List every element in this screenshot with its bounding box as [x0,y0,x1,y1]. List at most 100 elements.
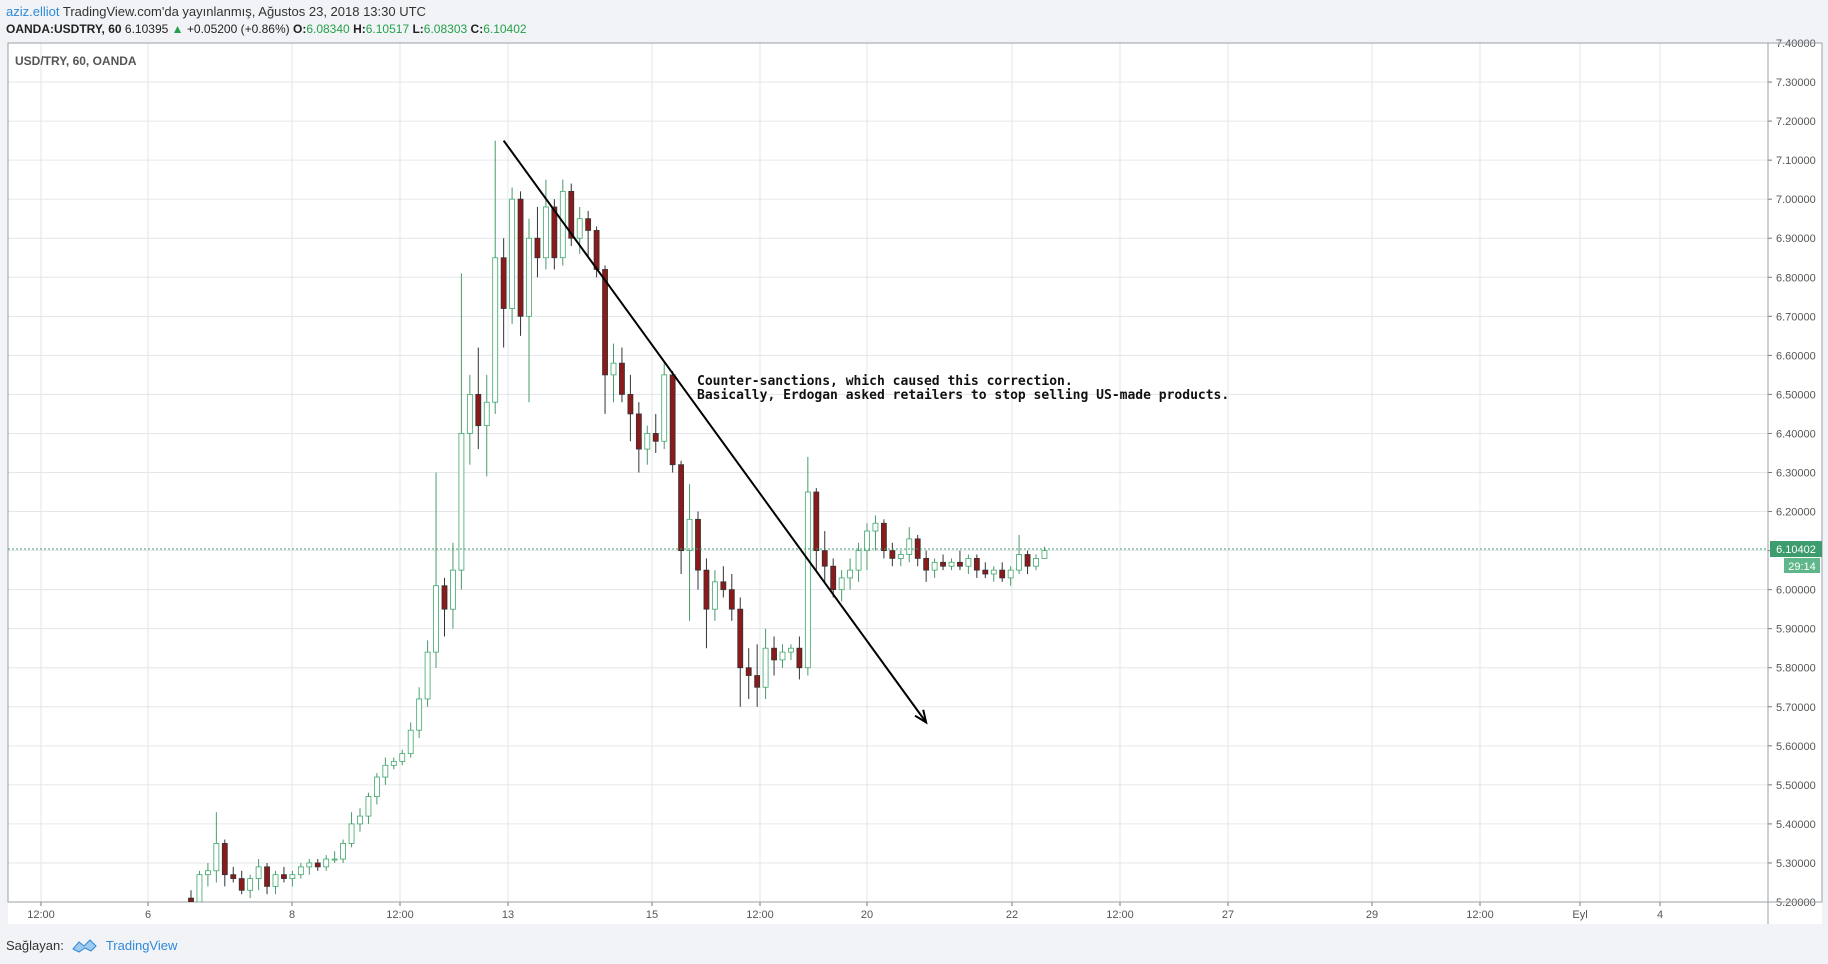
candle-body[interactable] [847,569,853,579]
candle-body[interactable] [492,257,499,403]
candle-body[interactable] [686,518,693,551]
candle-body[interactable] [830,565,837,591]
candle-body[interactable] [1033,558,1039,567]
candle-body[interactable] [788,647,794,653]
candle-body[interactable] [1024,554,1031,567]
annotation-line[interactable]: Basically, Erdogan asked retailers to st… [697,388,1229,403]
price-axis[interactable] [1768,43,1822,902]
candle-body[interactable] [897,554,904,559]
candle-body[interactable] [619,362,625,395]
candle-body[interactable] [1016,554,1022,571]
candle-body[interactable] [627,394,634,415]
candle-body[interactable] [796,647,803,669]
candle-body[interactable] [635,413,642,450]
candle-body[interactable] [221,843,228,876]
candle-body[interactable] [331,858,338,861]
candle-body[interactable] [754,675,761,688]
candle-body[interactable] [593,230,600,270]
candle-body[interactable] [450,569,456,610]
candle-body[interactable] [1007,569,1014,579]
candle-body[interactable] [297,866,304,876]
candle-body[interactable] [1041,550,1048,559]
candle-body[interactable] [475,394,482,427]
candle-body[interactable] [906,538,913,555]
candle-body[interactable] [762,647,769,688]
candle-body[interactable] [982,569,989,575]
candle-body[interactable] [728,589,735,610]
candle-body[interactable] [483,401,490,427]
candle-body[interactable] [382,764,389,778]
annotation-line[interactable]: Counter-sanctions, which caused this cor… [697,374,1073,389]
candle-body[interactable] [990,569,997,575]
candle-body[interactable] [703,569,710,610]
candle-body[interactable] [247,878,254,891]
candle-body[interactable] [923,558,930,571]
candle-body[interactable] [695,518,701,571]
candle-body[interactable] [340,843,347,860]
candle-body[interactable] [323,858,330,868]
candle-body[interactable] [610,362,617,376]
candle-body[interactable] [940,561,946,567]
candle-body[interactable] [568,190,575,239]
candle-body[interactable] [534,237,541,259]
candle-body[interactable] [357,815,363,825]
candle-body[interactable] [500,257,507,309]
candle-body[interactable] [306,862,313,868]
candle-body[interactable] [255,866,262,879]
candle-body[interactable] [213,843,220,872]
candle-body[interactable] [399,753,406,762]
candle-body[interactable] [196,874,203,902]
candle-body[interactable] [745,667,752,676]
candle-body[interactable] [712,581,718,610]
candle-body[interactable] [720,581,727,591]
candle-body[interactable] [509,198,516,309]
candle-body[interactable] [821,550,828,567]
candle-body[interactable] [813,491,820,551]
candle-body[interactable] [804,491,811,669]
candle-body[interactable] [543,206,549,259]
candle-body[interactable] [872,522,879,532]
candle-body[interactable] [585,218,592,231]
candle-body[interactable] [771,647,777,661]
candle-body[interactable] [602,269,608,376]
tradingview-link[interactable]: TradingView [105,937,178,953]
candle-body[interactable] [661,374,668,442]
candle-body[interactable] [230,874,237,879]
candle-body[interactable] [424,651,431,700]
candle-body[interactable] [272,874,279,887]
candle-body[interactable] [281,874,287,879]
candle-body[interactable] [407,729,414,755]
candle-body[interactable] [441,585,448,610]
candle-body[interactable] [517,198,524,317]
time-axis[interactable] [8,902,1822,924]
candle-body[interactable] [838,577,845,591]
candle-body[interactable] [390,761,397,766]
candle-body[interactable] [881,522,887,551]
candle-body[interactable] [948,561,955,567]
candle-body[interactable] [652,433,659,442]
candle-body[interactable] [678,464,684,551]
candle-body[interactable] [551,206,558,259]
candle-body[interactable] [289,874,296,879]
candle-body[interactable] [238,878,245,891]
candle-body[interactable] [864,530,870,551]
candle-body[interactable] [779,651,786,661]
candle-body[interactable] [669,374,676,466]
candle-body[interactable] [576,218,583,239]
candle-body[interactable] [314,862,321,868]
candle-body[interactable] [458,433,465,571]
candle-body[interactable] [348,823,355,844]
candle-body[interactable] [365,796,372,817]
candle-body[interactable] [188,897,194,902]
candle-body[interactable] [433,585,439,653]
candle-body[interactable] [466,394,473,434]
candle-body[interactable] [957,561,963,567]
author-link[interactable]: aziz.elliot [6,4,60,19]
candle-body[interactable] [264,866,270,887]
candle-body[interactable] [204,870,211,876]
candle-body[interactable] [644,433,651,450]
candle-body[interactable] [373,776,380,797]
candle-body[interactable] [416,698,423,731]
trend-arrow-line[interactable] [502,140,927,723]
